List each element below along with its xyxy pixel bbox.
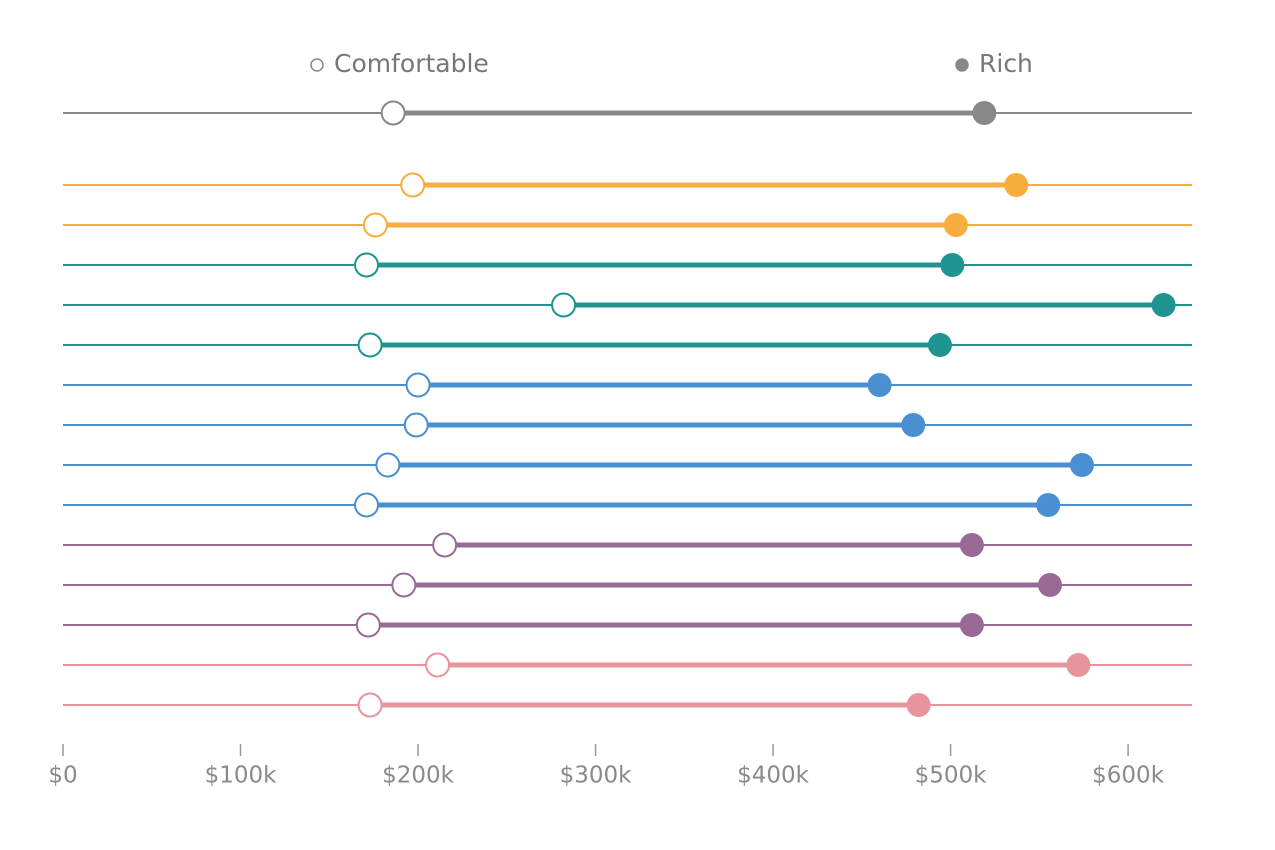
- x-tick-label: $400k: [737, 763, 810, 789]
- legend-marker: [955, 58, 969, 72]
- rich-dot: [1036, 493, 1061, 517]
- x-tick-label: $500k: [915, 763, 988, 789]
- comfortable-dot: [551, 292, 577, 318]
- rich-dot: [867, 373, 892, 397]
- x-tick-label: $100k: [205, 763, 278, 789]
- rich-dot: [1066, 653, 1091, 677]
- rich-dot: [901, 413, 926, 437]
- rich-dot: [959, 533, 984, 557]
- comfortable-dot: [425, 652, 451, 678]
- comfortable-dot: [362, 212, 388, 238]
- rich-dot: [940, 253, 965, 277]
- comfortable-dot: [400, 172, 426, 198]
- rich-dot: [972, 101, 997, 125]
- rich-dot: [927, 333, 952, 357]
- comfortable-dot: [354, 492, 380, 518]
- comfortable-dot: [355, 612, 381, 638]
- comfortable-dot: [357, 332, 383, 358]
- x-tick-label: $600k: [1092, 763, 1165, 789]
- x-tick-label: $300k: [560, 763, 633, 789]
- x-tick-label: $0: [48, 763, 77, 789]
- rich-dot: [906, 693, 931, 717]
- legend-marker: [310, 58, 324, 72]
- legend-label: Comfortable: [334, 49, 489, 78]
- rich-dot: [1037, 573, 1062, 597]
- rich-dot: [1004, 173, 1029, 197]
- rich-dot: [1151, 293, 1176, 317]
- rich-dot: [1069, 453, 1094, 477]
- comfortable-dot: [375, 452, 401, 478]
- comfortable-dot: [354, 252, 380, 278]
- comfortable-dot: [357, 692, 383, 718]
- comfortable-dot: [380, 100, 406, 126]
- rich-dot: [943, 213, 968, 237]
- comfortable-dot: [403, 412, 429, 438]
- comfortable-dot: [432, 532, 458, 558]
- rich-dot: [959, 613, 984, 637]
- comfortable-dot: [405, 372, 431, 398]
- x-tick-label: $200k: [382, 763, 455, 789]
- legend-label: Rich: [979, 49, 1033, 78]
- comfortable-dot: [391, 572, 417, 598]
